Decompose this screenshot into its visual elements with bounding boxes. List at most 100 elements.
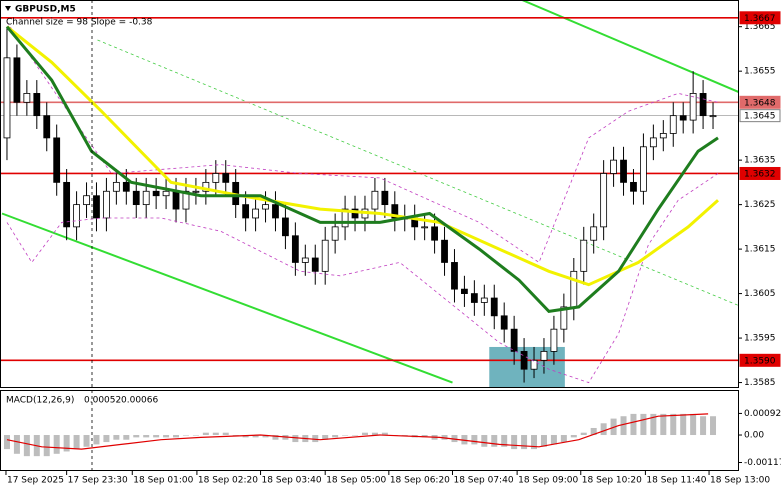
candle-body xyxy=(610,159,617,174)
x-tick-label: 18 Sep 01:00 xyxy=(133,476,193,486)
macd-bar xyxy=(550,435,557,445)
price-level-label: 1.3590 xyxy=(744,356,776,366)
candle-body xyxy=(3,57,11,139)
macd-bar xyxy=(192,435,199,436)
macd-bar xyxy=(680,413,687,436)
macd-bar xyxy=(143,435,150,438)
candle-body xyxy=(43,115,51,139)
macd-bar xyxy=(531,435,538,450)
x-tick-label: 18 Sep 09:00 xyxy=(518,476,578,486)
macd-bar xyxy=(113,435,120,440)
macd-bar xyxy=(322,435,329,440)
candle-body xyxy=(640,146,647,192)
chart-title: GBPUSD,M5 xyxy=(15,5,76,15)
macd-bar xyxy=(640,413,647,436)
candle-body xyxy=(311,257,319,272)
macd-bar xyxy=(73,435,80,450)
macd-bar xyxy=(670,413,677,436)
candle-body xyxy=(500,315,508,330)
candle-body xyxy=(152,190,160,197)
axes: 1.3665 1.3655 1.3635 1.3625 1.3615 1.3605 1.35… xyxy=(5,11,781,486)
candle-body xyxy=(620,159,627,183)
trend-line xyxy=(521,0,738,93)
x-tick-label: 18 Sep 11:40 xyxy=(646,476,706,486)
macd-bar xyxy=(580,432,587,436)
macd-bar xyxy=(292,435,299,443)
candle-body xyxy=(470,293,478,303)
indicator-line xyxy=(6,25,720,287)
candle-body xyxy=(192,190,200,193)
candle-body xyxy=(252,208,259,219)
macd-bar xyxy=(361,432,368,436)
y-tick-label: 1.3665 xyxy=(744,22,776,32)
candle-body xyxy=(431,226,438,241)
candle-body xyxy=(13,57,21,103)
macd-bar xyxy=(262,435,269,438)
macd-bar xyxy=(381,432,388,436)
macd-frame xyxy=(0,390,739,471)
macd-bar xyxy=(401,435,408,436)
candle-body xyxy=(600,173,608,228)
candle-body xyxy=(341,208,349,228)
signal-line xyxy=(6,413,709,450)
macd-bar xyxy=(153,435,160,438)
y-tick-label: 0.00 xyxy=(744,431,764,441)
macd-bar xyxy=(272,435,279,440)
candle-body xyxy=(351,208,359,219)
indicator-line xyxy=(6,173,719,384)
macd-bar xyxy=(501,435,508,447)
macd-bar xyxy=(182,435,189,436)
x-tick-label: 18 Sep 06:20 xyxy=(390,476,450,486)
candle-body xyxy=(23,93,31,103)
macd-bar xyxy=(232,435,239,436)
candle-body xyxy=(262,204,269,210)
x-tick-label: 18 Sep 03:40 xyxy=(262,476,322,486)
macd-bar xyxy=(471,435,478,445)
macd-bar xyxy=(43,435,50,457)
macd-bar xyxy=(570,435,577,438)
candle-body xyxy=(33,93,41,117)
candle-body xyxy=(649,137,657,148)
candle-body xyxy=(510,328,518,352)
price-level-box xyxy=(739,95,781,109)
macd-bar xyxy=(93,435,100,445)
candle-body xyxy=(371,190,379,210)
menu-triangle xyxy=(5,6,11,11)
macd-bar xyxy=(540,435,547,447)
y-tick-label: 1.3605 xyxy=(744,289,776,299)
candle-body xyxy=(590,226,598,241)
macd-bar xyxy=(123,435,130,440)
macd-bar xyxy=(3,435,10,450)
candle-body xyxy=(93,195,100,219)
candle-body xyxy=(202,181,210,192)
x-tick-label: 17 Sep 2025 xyxy=(7,476,64,486)
price-level-box xyxy=(739,166,781,180)
candle-body xyxy=(679,115,687,121)
candle-body xyxy=(331,226,339,241)
macd-bar xyxy=(53,435,60,454)
y-tick-label: 1.3615 xyxy=(744,245,776,255)
candle-body xyxy=(122,181,130,192)
macd-bar xyxy=(710,416,717,436)
candle-body xyxy=(291,235,299,263)
macd-bar xyxy=(252,435,259,438)
candle-body xyxy=(699,93,707,117)
candle-body xyxy=(162,190,170,197)
macd-bar xyxy=(163,435,170,438)
candle-body xyxy=(520,351,528,370)
price-level-label: 1.3667 xyxy=(744,14,776,24)
candle-body xyxy=(182,190,190,210)
price-level-label: 1.3648 xyxy=(744,98,776,108)
macd-bar xyxy=(620,416,627,436)
candle-body xyxy=(659,133,667,139)
x-tick-label: 18 Sep 10:20 xyxy=(582,476,642,486)
macd-bar xyxy=(700,416,707,436)
candle-body xyxy=(63,181,71,228)
price-level-box xyxy=(739,353,781,367)
candle-body xyxy=(222,173,230,183)
macd-bar xyxy=(590,427,597,436)
candle-body xyxy=(212,173,220,183)
candle-body xyxy=(570,270,578,308)
trend-line xyxy=(1,212,453,384)
y-tick-label: 0.00092 xyxy=(744,409,781,419)
